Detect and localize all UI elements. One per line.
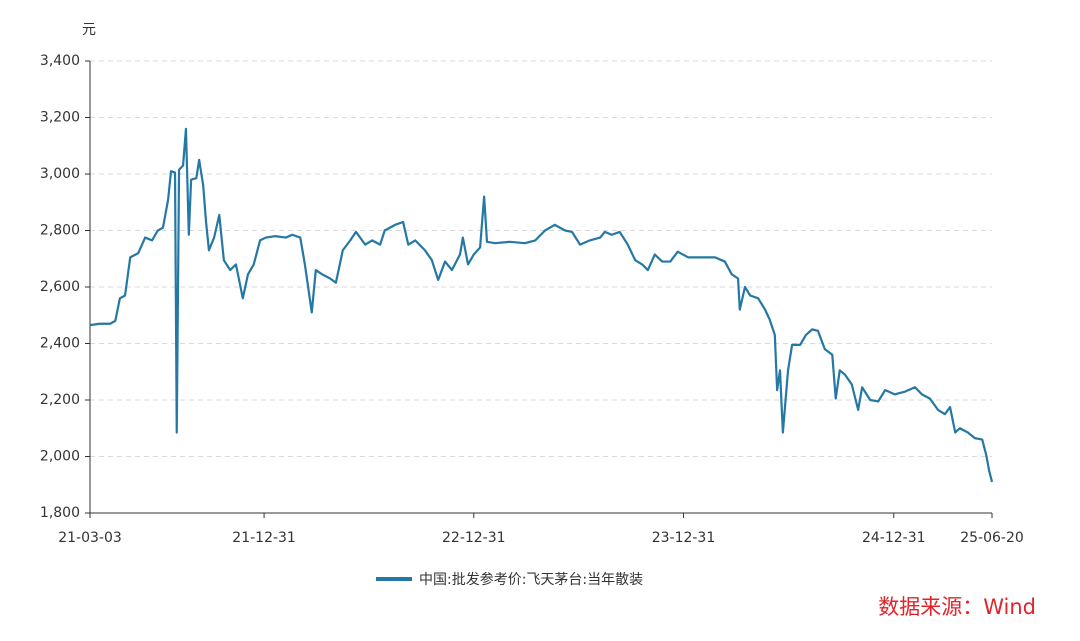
x-tick-label: 22-12-31 (442, 530, 506, 546)
y-tick-label: 1,800 (40, 505, 80, 521)
x-tick-label: 21-03-03 (58, 530, 122, 546)
x-tick-label: 21-12-31 (232, 530, 296, 546)
y-tick-label: 2,600 (40, 279, 80, 295)
y-tick-label: 2,400 (40, 336, 80, 352)
y-tick-label: 3,400 (40, 53, 80, 69)
x-tick-label: 23-12-31 (652, 530, 716, 546)
data-line (89, 127, 994, 483)
x-tick-label: 24-12-31 (862, 530, 926, 546)
x-tick-label: 25-06-20 (960, 530, 1024, 546)
y-tick-label: 2,200 (40, 392, 80, 408)
legend-label: 中国:批发参考价:飞天茅台:当年散装 (419, 571, 643, 588)
y-tick-label: 3,200 (40, 110, 80, 126)
y-tick-label: 2,800 (40, 223, 80, 239)
y-tick-label: 2,000 (40, 449, 80, 465)
y-unit: 元 (82, 22, 96, 38)
source-note: 数据来源：Wind (878, 595, 1036, 619)
y-tick-label: 3,000 (40, 166, 80, 182)
